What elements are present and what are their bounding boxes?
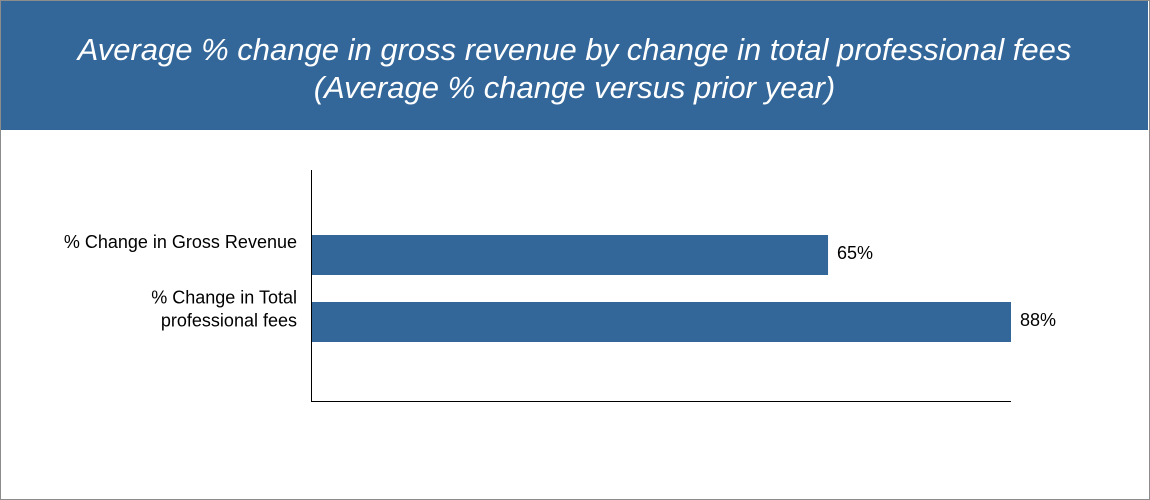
category-label-2: % Change in Total professional fees [151, 287, 297, 330]
chart-title: Average % change in gross revenue by cha… [77, 32, 1072, 67]
data-label-1: 65% [837, 243, 873, 263]
category-label-line: % Change in Gross Revenue [64, 232, 297, 252]
chart-subtitle: (Average % change versus prior year) [313, 70, 836, 105]
category-label-line: professional fees [161, 310, 297, 330]
data-label-2: 88% [1020, 310, 1056, 330]
bar-2 [312, 302, 1011, 342]
bar-1 [312, 235, 829, 275]
category-label-line: % Change in Total [151, 287, 297, 307]
category-label-1: % Change in Gross Revenue [64, 232, 297, 252]
chart-title-banner: Average % change in gross revenue by cha… [1, 1, 1148, 130]
